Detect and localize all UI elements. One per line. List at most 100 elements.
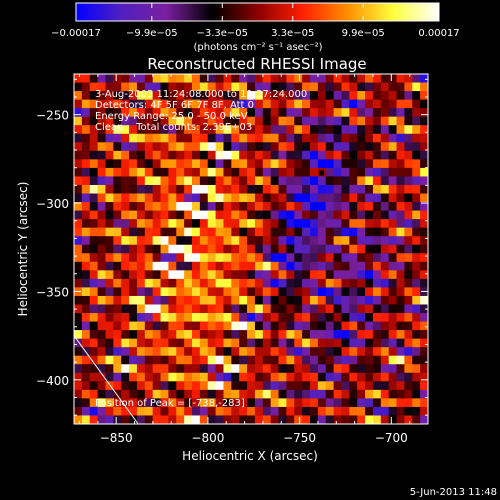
heatmap-cell [325, 91, 335, 101]
heatmap-cell [420, 338, 428, 348]
heatmap-cell [247, 227, 256, 237]
heatmap-cell [270, 227, 280, 237]
heatmap-cell [349, 82, 358, 92]
heatmap-cell [89, 278, 99, 289]
heatmap-cell [302, 347, 311, 357]
heatmap-cell [215, 74, 225, 84]
heatmap-cell [89, 398, 99, 408]
heatmap-cell [341, 142, 350, 152]
heatmap-cell [152, 321, 162, 331]
heatmap-cell [113, 159, 122, 169]
heatmap-cell [412, 133, 421, 143]
heatmap-cell [81, 261, 91, 271]
heatmap-cell [254, 415, 264, 424]
heatmap-cell [113, 82, 122, 92]
heatmap-cell [215, 406, 225, 417]
heatmap-cell [168, 295, 177, 306]
heatmap-cell [74, 193, 83, 203]
heatmap-cell [412, 244, 421, 254]
heatmap-cell [231, 338, 240, 348]
heatmap-cell [247, 406, 256, 417]
heatmap-cell [239, 159, 248, 169]
heatmap-cell [357, 236, 366, 246]
heatmap-cell [349, 244, 358, 254]
heatmap-cell [113, 253, 122, 263]
heatmap-cell [317, 184, 327, 195]
heatmap-cell [325, 193, 335, 203]
heatmap-cell [113, 372, 122, 382]
heatmap-cell [176, 108, 185, 118]
heatmap-cell [144, 125, 154, 135]
heatmap-cell [412, 278, 421, 289]
heatmap-cell [89, 295, 99, 306]
heatmap-cell [310, 99, 319, 109]
heatmap-cell [317, 270, 327, 280]
heatmap-cell [404, 244, 413, 254]
heatmap-cell [372, 159, 382, 169]
heatmap-cell [349, 184, 358, 195]
heatmap-cell [113, 210, 122, 220]
heatmap-cell [420, 116, 428, 126]
heatmap-cell [270, 398, 280, 408]
heatmap-cell [136, 295, 146, 306]
heatmap-cell [294, 278, 303, 289]
heatmap-cell [199, 116, 209, 126]
heatmap-cell [278, 236, 287, 246]
heatmap-cell [420, 415, 428, 424]
heatmap-cell [372, 406, 382, 417]
heatmap-cell [396, 142, 405, 152]
heatmap-cell [215, 389, 225, 399]
heatmap-cell [349, 219, 358, 229]
heatmap-cell [136, 253, 146, 263]
heatmap-cell [136, 372, 146, 382]
heatmap-cell [396, 347, 405, 357]
heatmap-cell [372, 99, 382, 109]
heatmap-cell [168, 184, 177, 195]
heatmap-cell [207, 176, 217, 186]
heatmap-cell [388, 210, 398, 220]
heatmap-cell [207, 167, 217, 178]
heatmap-cell [254, 372, 264, 382]
heatmap-cell [380, 355, 390, 365]
heatmap-cell [396, 99, 405, 109]
heatmap-cell [239, 244, 248, 254]
heatmap-cell [199, 236, 209, 246]
heatmap-cell [262, 210, 272, 220]
heatmap-cell [270, 338, 280, 348]
heatmap-cell [302, 99, 311, 109]
heatmap-cell [74, 364, 83, 374]
heatmap-cell [365, 82, 374, 92]
heatmap-cell [144, 381, 154, 391]
heatmap-cell [89, 355, 99, 365]
heatmap-cell [262, 99, 272, 109]
heatmap-cell [357, 167, 366, 178]
heatmap-cell [270, 253, 280, 263]
heatmap-cell [223, 372, 232, 382]
heatmap-cell [396, 261, 405, 271]
heatmap-cell [278, 125, 287, 135]
heatmap-cell [254, 219, 264, 229]
heatmap-cell [97, 372, 107, 382]
heatmap-cell [152, 244, 162, 254]
heatmap-cell [247, 287, 256, 297]
heatmap-cell [176, 253, 185, 263]
heatmap-cell [136, 227, 146, 237]
heatmap-cell [223, 278, 232, 289]
heatmap-cell [168, 270, 177, 280]
heatmap-cell [404, 287, 413, 297]
heatmap-cell [412, 108, 421, 118]
heatmap-cell [192, 381, 201, 391]
heatmap-cell [254, 125, 264, 135]
heatmap-cell [420, 125, 428, 135]
heatmap-cell [215, 372, 225, 382]
heatmap-cell [310, 295, 319, 306]
heatmap-cell [404, 74, 413, 84]
heatmap-cell [231, 287, 240, 297]
heatmap-cell [199, 330, 209, 340]
heatmap-cell [333, 278, 343, 289]
heatmap-cell [262, 227, 272, 237]
heatmap-cell [333, 313, 343, 323]
heatmap-cell [357, 176, 366, 186]
heatmap-cell [294, 193, 303, 203]
heatmap-cell [215, 321, 225, 331]
